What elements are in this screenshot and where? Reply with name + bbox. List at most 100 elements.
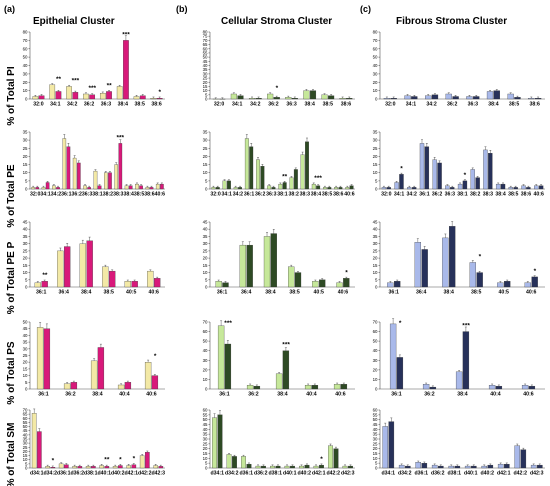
y-tick-label: 5 [205, 277, 208, 282]
category-label: 38:4 [123, 192, 133, 198]
bar-38-6-s0 [521, 185, 526, 190]
panel-title-c: Fibrous Stroma Cluster [396, 16, 507, 27]
y-tick-label: 20 [23, 360, 28, 365]
y-tick-label: 20 [23, 80, 28, 85]
category-label: d42:2 [138, 471, 152, 477]
y-tick-label: 20 [373, 446, 378, 451]
y-tick-label: 65 [203, 42, 208, 47]
bar-36-1-s1 [396, 357, 404, 390]
significance-label: ** [107, 82, 113, 89]
bar-40-6-s0 [147, 270, 154, 288]
bar-d40-1-s0 [99, 465, 104, 469]
category-label: 36:2 [65, 392, 75, 398]
y-tick-label: 40 [203, 63, 208, 68]
category-label: d42:1 [497, 471, 511, 477]
category-label: d36:1 [414, 471, 428, 477]
y-tick-label: 10 [203, 88, 208, 93]
bar-d34-1-s0 [31, 413, 37, 469]
category-label: 38:3 [113, 192, 123, 198]
category-label: 38:6 [144, 192, 154, 198]
bar-38-4-s0 [455, 371, 463, 390]
bar-38-3-s1 [488, 153, 493, 190]
y-tick-label: 50 [373, 417, 378, 422]
bar-d38-1-s0 [85, 466, 91, 469]
category-label: 32:0 [210, 192, 220, 198]
y-tick-label: 50 [203, 339, 208, 344]
bar-38-5-s0 [469, 262, 477, 288]
bar-38-4-s0 [116, 86, 123, 100]
category-label: 40:6 [146, 392, 156, 398]
significance-label: *** [122, 31, 130, 38]
bar-40-6-s1 [160, 183, 164, 190]
y-tick-label: 70 [23, 38, 28, 43]
y-tick-label: 50 [23, 320, 28, 325]
bar-d38-1-s1 [454, 465, 461, 469]
y-tick-label: 50 [203, 417, 208, 422]
y-tick-label: 70 [203, 38, 208, 43]
category-label: 38:4 [118, 102, 128, 108]
bar-36-2-s0 [83, 93, 89, 100]
category-label: 38:5 [322, 192, 332, 198]
y-tick-label: 45 [23, 326, 28, 331]
category-label: d40:1 [283, 471, 297, 477]
y-tick-label: 70 [203, 320, 208, 325]
chart-2-0: 0 5 10 15 20 25 30 35 40 45 36:1 ** 36:4 38:4 38:5 40:5… [23, 220, 165, 296]
significance-label: *** [116, 134, 124, 141]
category-label: d40:2 [297, 471, 311, 477]
bar-d42-2-s0 [514, 445, 521, 469]
bar-38-5-s1 [109, 270, 116, 288]
bar-36-2-s1 [70, 382, 78, 390]
bar-36-1-s1 [222, 282, 229, 288]
y-tick-label: 10 [203, 377, 208, 382]
y-tick-label: 0 [25, 466, 28, 471]
y-tick-label: 40 [23, 432, 28, 437]
category-label: 34:1 [50, 102, 60, 108]
y-tick-label: 15 [373, 162, 378, 167]
y-tick-label: 10 [203, 270, 208, 275]
bar-36-2-s1 [89, 94, 96, 100]
category-label: 36:2 [268, 102, 278, 108]
bar-34-2-s1 [411, 187, 417, 190]
y-tick-label: 0 [375, 387, 378, 392]
category-label: 38:6 [529, 102, 539, 108]
panel-header-c: (c) Fibrous Stroma Cluster [360, 4, 507, 27]
bar-36-1-s1 [424, 146, 430, 190]
y-tick-label: 45 [203, 59, 208, 64]
category-label: d36:1 [239, 471, 253, 477]
y-tick-label: 10 [23, 373, 28, 378]
significance-label: *** [72, 77, 80, 84]
bar-d42-3-s1 [537, 464, 543, 469]
y-tick-label: 35 [203, 234, 208, 239]
bar-d40-2-s1 [304, 464, 310, 469]
category-label: 38:5 [289, 290, 299, 296]
category-label: 34:2 [233, 192, 243, 198]
y-tick-label: 45 [373, 220, 378, 225]
category-label: 40:6 [533, 192, 543, 198]
y-tick-label: 50 [373, 55, 378, 60]
category-label: 38:1 [92, 192, 102, 198]
bar-36-2-s1 [76, 162, 81, 190]
bar-36-2-s1 [260, 166, 265, 190]
y-tick-label: 10 [203, 170, 208, 175]
category-label: 32:0 [381, 192, 391, 198]
bar-38-4-s1 [500, 183, 506, 190]
bar-d42-1-s0 [313, 465, 319, 469]
significance-label: * [464, 172, 467, 179]
y-tick-label: 25 [23, 353, 28, 358]
category-label: d40:2 [480, 471, 494, 477]
category-label: d42:1 [124, 471, 138, 477]
bar-38-4-s1 [493, 90, 500, 100]
bar-36-4-s1 [64, 246, 71, 288]
y-tick-label: 25 [203, 441, 208, 446]
y-tick-label: 30 [23, 441, 28, 446]
bar-d40-2-s1 [118, 465, 123, 469]
y-tick-label: 30 [203, 241, 208, 246]
y-tick-label: 30 [373, 241, 378, 246]
bar-40-4-s1 [124, 382, 132, 390]
category-label: 36:1 [391, 392, 401, 398]
bar-38-3-s0 [300, 154, 305, 190]
y-tick-label: 5 [375, 277, 378, 282]
y-tick-label: 45 [203, 422, 208, 427]
